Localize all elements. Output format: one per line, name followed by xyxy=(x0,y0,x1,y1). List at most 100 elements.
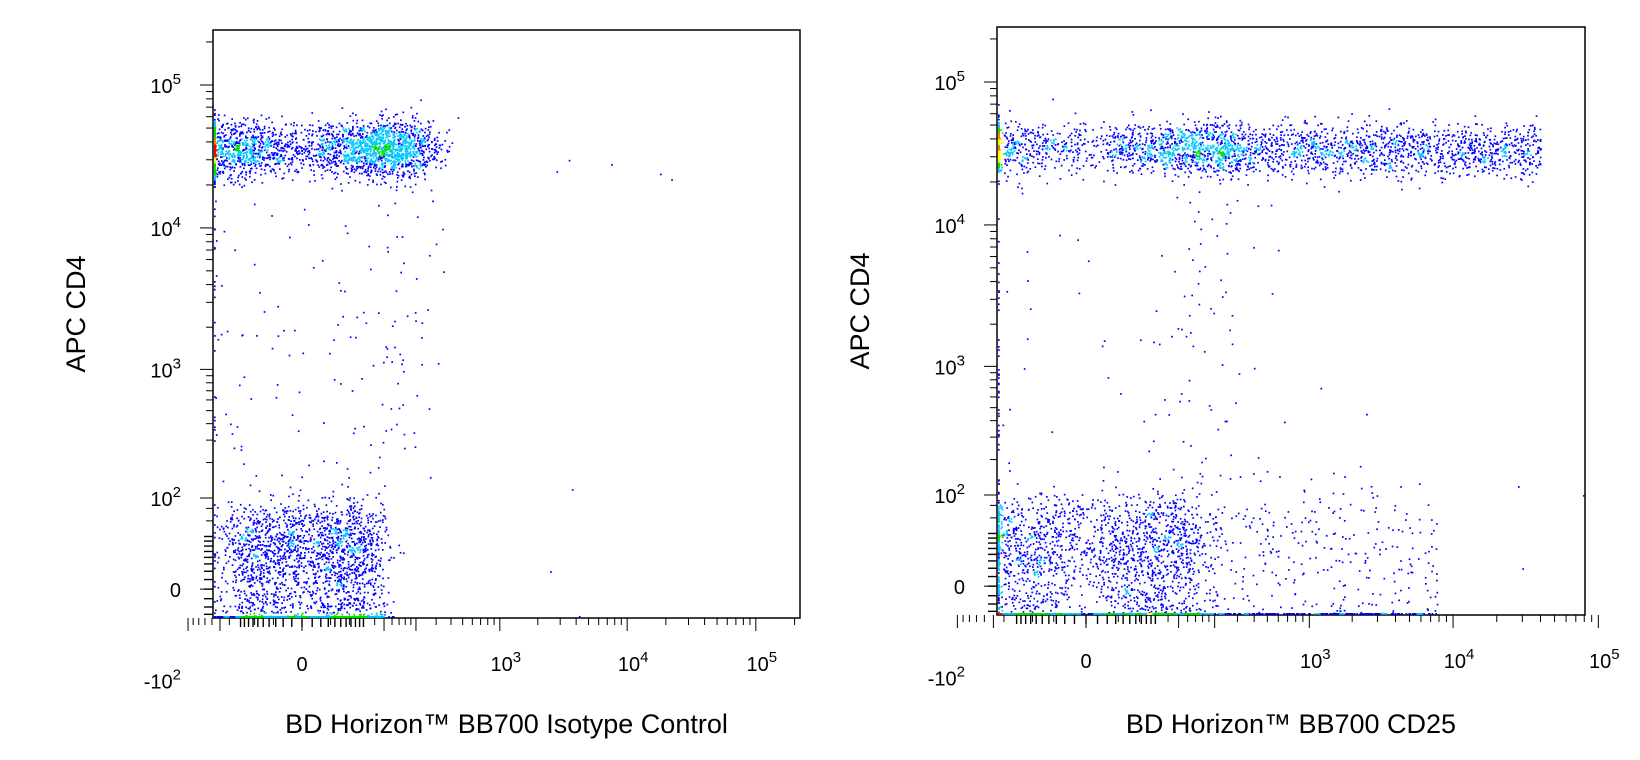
event-dot xyxy=(334,593,337,596)
event-dot xyxy=(234,571,236,573)
event-dot xyxy=(325,616,327,618)
event-dot xyxy=(365,148,367,150)
event-dot xyxy=(225,146,228,148)
event-dot xyxy=(307,560,309,563)
event-dot xyxy=(339,574,342,576)
event-dot xyxy=(280,149,283,152)
event-dot xyxy=(350,555,353,557)
event-dot xyxy=(374,168,377,170)
event-dot xyxy=(432,120,435,122)
event-dot xyxy=(238,542,240,545)
event-dot xyxy=(266,157,268,160)
event-dot xyxy=(337,547,340,549)
event-dot xyxy=(387,135,389,138)
event-dot xyxy=(218,140,220,142)
event-dot xyxy=(281,128,283,131)
event-dot xyxy=(425,165,427,168)
event-dot xyxy=(299,510,302,512)
event-dot xyxy=(248,158,250,160)
event-dot xyxy=(395,189,398,192)
event-dot xyxy=(399,136,402,139)
event-dot xyxy=(269,170,272,172)
event-dot xyxy=(260,164,262,167)
event-dot xyxy=(325,573,328,576)
event-dot xyxy=(312,130,314,132)
event-dot xyxy=(266,549,268,551)
event-dot xyxy=(215,609,217,612)
event-dot xyxy=(339,542,342,544)
event-dot xyxy=(375,159,377,161)
event-dot xyxy=(255,537,258,539)
event-dot xyxy=(286,134,288,137)
event-dot xyxy=(398,544,401,547)
event-dot xyxy=(388,142,391,145)
event-dot xyxy=(218,128,221,131)
event-dot xyxy=(417,134,420,136)
event-dot xyxy=(319,139,322,142)
event-dot xyxy=(224,549,227,551)
event-dot xyxy=(255,517,258,520)
event-dot xyxy=(285,525,288,528)
event-dot xyxy=(406,150,409,152)
event-dot xyxy=(368,178,370,181)
event-dot xyxy=(227,501,230,504)
event-dot xyxy=(219,153,222,156)
event-dot xyxy=(265,551,268,554)
event-dot xyxy=(277,158,279,160)
event-dot xyxy=(339,584,342,586)
event-dot xyxy=(338,145,341,148)
event-dot xyxy=(347,127,350,130)
event-dot xyxy=(312,525,315,527)
event-dot xyxy=(223,616,226,618)
event-dot xyxy=(308,563,310,566)
event-dot xyxy=(265,554,268,557)
event-dot xyxy=(305,148,308,150)
event-dot xyxy=(390,150,392,153)
event-dot xyxy=(359,582,361,585)
event-dot xyxy=(373,152,376,155)
event-dot xyxy=(268,154,271,156)
event-dot xyxy=(327,524,330,527)
event-dot xyxy=(314,573,317,576)
event-dot xyxy=(317,164,319,166)
event-dot xyxy=(367,582,370,585)
event-dot xyxy=(333,614,336,617)
event-dot xyxy=(247,127,250,130)
event-dot xyxy=(325,567,328,570)
event-dot xyxy=(214,146,216,148)
event-dot xyxy=(342,170,345,173)
event-dot xyxy=(305,530,307,533)
event-dot xyxy=(358,523,361,525)
event-dot xyxy=(366,152,368,155)
event-dot xyxy=(318,138,321,141)
event-dot xyxy=(230,128,233,131)
event-dot xyxy=(278,149,281,152)
event-dot xyxy=(372,129,374,132)
event-dot xyxy=(251,545,254,547)
event-dot xyxy=(336,157,339,160)
event-dot xyxy=(320,174,323,176)
event-dot xyxy=(368,175,371,177)
event-dot xyxy=(326,159,329,162)
event-dot xyxy=(345,147,348,150)
event-dot xyxy=(386,152,388,154)
event-dot xyxy=(225,140,227,142)
event-dot xyxy=(327,557,330,560)
event-dot xyxy=(401,158,403,161)
event-dot xyxy=(339,521,342,523)
event-dot xyxy=(395,160,398,163)
plot-frame xyxy=(212,29,801,619)
event-dot xyxy=(427,145,429,147)
event-dot xyxy=(252,568,254,571)
event-dot xyxy=(255,577,257,580)
event-dot xyxy=(251,564,254,566)
event-dot xyxy=(425,135,428,138)
event-dot xyxy=(397,163,399,166)
event-dot xyxy=(318,153,320,155)
event-dot xyxy=(249,510,252,513)
event-dot xyxy=(298,150,300,152)
event-dot xyxy=(382,134,384,137)
event-dot xyxy=(282,177,285,179)
event-dot xyxy=(309,537,312,539)
event-dot xyxy=(268,616,271,618)
